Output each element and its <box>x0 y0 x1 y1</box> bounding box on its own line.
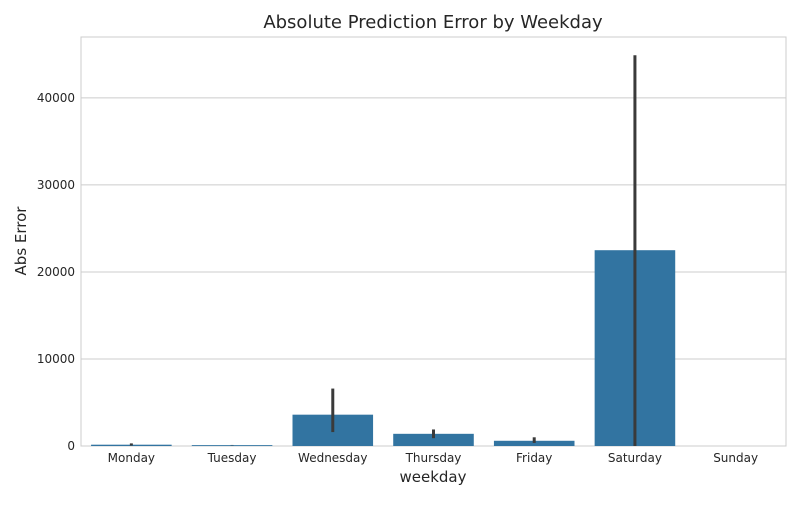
x-tick-label: Thursday <box>405 451 462 465</box>
x-tick-label: Tuesday <box>207 451 257 465</box>
bar-tuesday <box>191 445 273 446</box>
bar-friday <box>493 440 575 446</box>
y-tick-label: 0 <box>67 439 75 453</box>
x-tick-label: Monday <box>108 451 155 465</box>
gridlines <box>81 97 786 447</box>
bars <box>91 250 676 446</box>
error-bars <box>129 55 637 446</box>
x-tick-label: Saturday <box>608 451 662 465</box>
y-tick-label: 30000 <box>37 178 75 192</box>
x-axis-label: weekday <box>399 468 466 486</box>
y-tick-label: 40000 <box>37 91 75 105</box>
chart-title: Absolute Prediction Error by Weekday <box>263 12 603 33</box>
y-tick-label: 10000 <box>37 352 75 366</box>
x-tick-labels: Monday Tuesday Wednesday Thursday Friday Satu… <box>108 451 758 465</box>
bar-thursday <box>393 433 474 446</box>
x-tick-label: Wednesday <box>298 451 367 465</box>
y-tick-label: 20000 <box>37 265 75 279</box>
y-axis-label: Abs Error <box>12 206 30 276</box>
x-tick-label: Sunday <box>713 451 758 465</box>
x-tick-label: Friday <box>516 451 552 465</box>
y-tick-labels: 0 10000 20000 30000 40000 <box>37 91 75 453</box>
